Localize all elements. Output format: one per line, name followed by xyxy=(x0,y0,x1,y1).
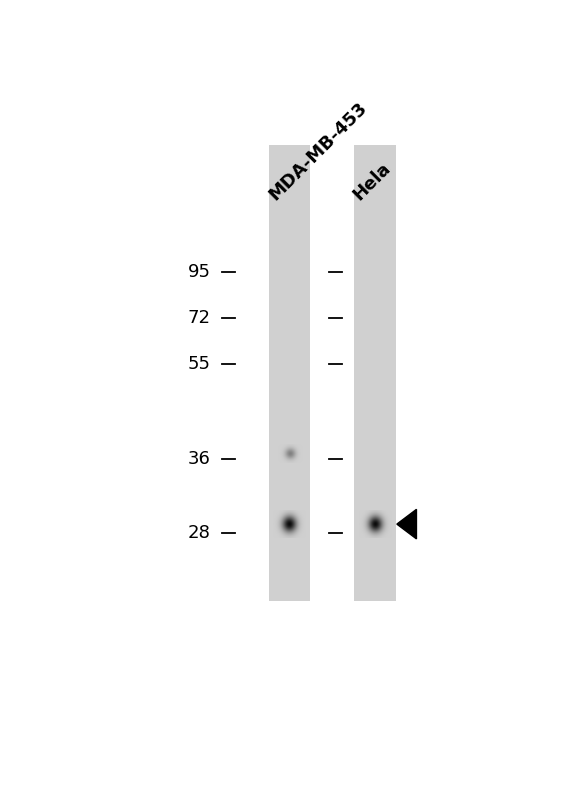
Bar xyxy=(354,146,396,601)
Text: 95: 95 xyxy=(188,262,211,281)
Text: 28: 28 xyxy=(188,524,211,542)
Text: 55: 55 xyxy=(188,355,211,373)
Text: 72: 72 xyxy=(188,309,211,326)
Text: 36: 36 xyxy=(188,450,211,469)
Text: Hela: Hela xyxy=(349,159,394,204)
Bar xyxy=(269,146,310,601)
Text: MDA-MB-453: MDA-MB-453 xyxy=(266,98,371,204)
Polygon shape xyxy=(397,510,416,539)
